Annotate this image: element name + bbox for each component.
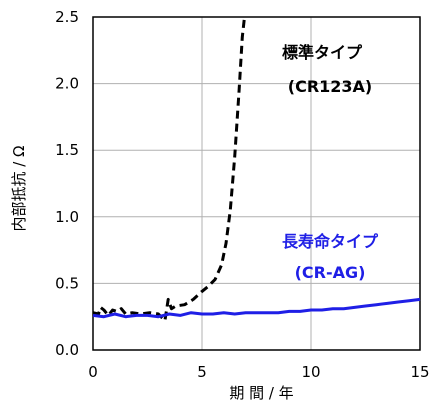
x-tick-label: 10 — [301, 363, 320, 381]
x-tick-label: 0 — [88, 363, 98, 381]
series-line-long-life — [92, 297, 421, 319]
y-tick-label: 1.0 — [55, 208, 79, 226]
label-layer: 期 間 / 年 内部抵抗 / Ω 標準タイプ (CR123A) 長寿命タイプ (… — [10, 43, 379, 402]
x-axis-title: 期 間 / 年 — [229, 384, 293, 402]
y-tick-label: 0.5 — [55, 274, 79, 292]
axis-layer — [92, 16, 421, 351]
annotation-long-life-type: 長寿命タイプ — [282, 232, 379, 251]
tick-layer: 0 5 10 15 0.0 0.5 1.0 1.5 2.0 2.5 — [55, 8, 429, 381]
y-tick-label: 0.0 — [55, 341, 79, 359]
y-tick-label: 2.0 — [55, 75, 79, 93]
y-axis-title: 内部抵抗 / Ω — [10, 145, 28, 231]
y-tick-label: 2.5 — [55, 8, 79, 26]
x-tick-label: 5 — [197, 363, 207, 381]
plot-frame — [92, 16, 421, 351]
annotation-standard-model: (CR123A) — [288, 77, 372, 96]
annotation-standard-type: 標準タイプ — [282, 43, 363, 62]
grid-layer — [93, 17, 420, 350]
x-tick-label: 15 — [410, 363, 429, 381]
y-tick-label: 1.5 — [55, 141, 79, 159]
annotation-long-life-model: (CR-AG) — [295, 263, 366, 282]
series-line-standard — [92, 16, 246, 323]
series-layer — [92, 16, 421, 323]
